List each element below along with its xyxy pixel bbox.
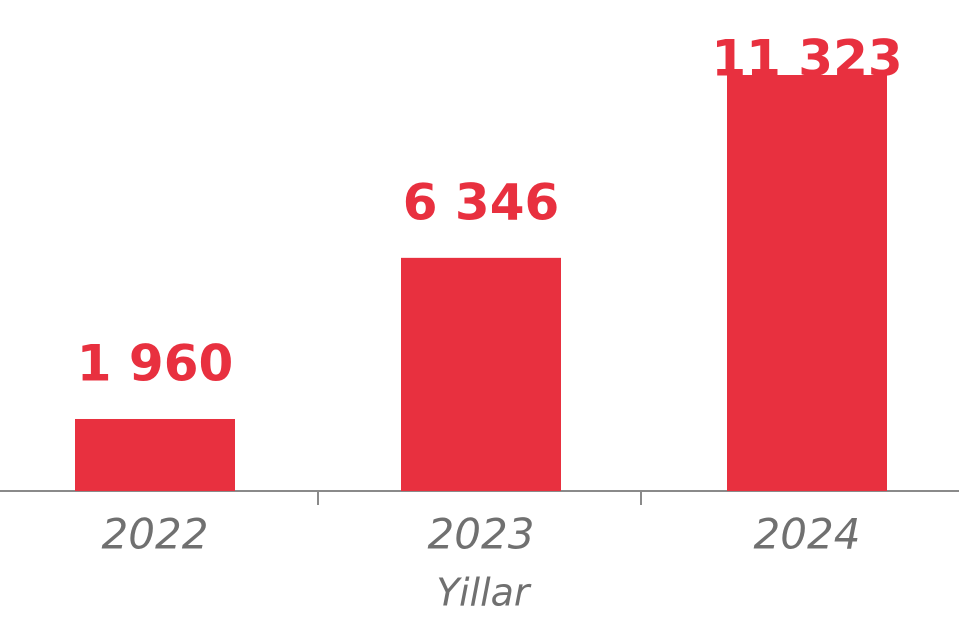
x-tick-label: 2024 [754, 510, 861, 559]
value-label: 1 960 [77, 334, 234, 392]
bar [75, 418, 235, 491]
bar [401, 257, 561, 491]
x-tick-label: 2023 [428, 510, 535, 559]
value-label: 11 323 [711, 30, 902, 88]
bar [727, 75, 887, 491]
value-label: 6 346 [403, 173, 560, 231]
x-axis-title: Yillar [436, 571, 532, 615]
x-tick-label: 2022 [102, 510, 209, 559]
